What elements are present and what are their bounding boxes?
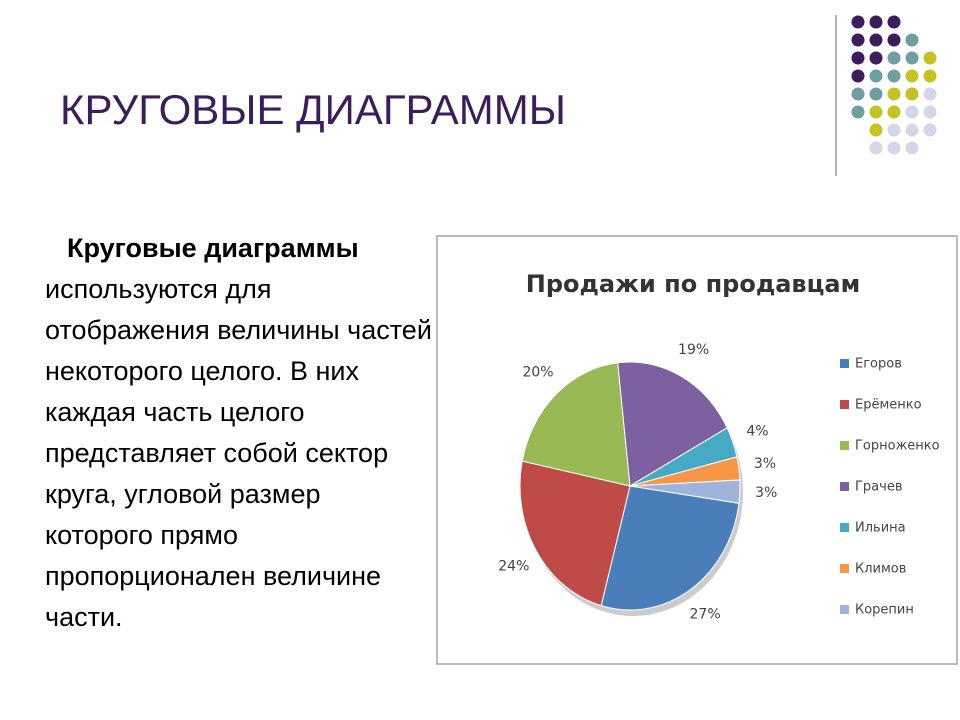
decor-dot bbox=[887, 123, 901, 137]
decor-dot bbox=[851, 15, 865, 29]
legend-label: Корепин bbox=[855, 603, 914, 618]
legend-swatch bbox=[840, 359, 849, 368]
legend-label: Ильина bbox=[855, 521, 906, 536]
body-bold: Круговые диаграммы bbox=[67, 233, 359, 263]
slice-label: 3% bbox=[754, 456, 776, 472]
decor-dot bbox=[851, 105, 865, 119]
decor-dot bbox=[887, 105, 901, 119]
decor-dot bbox=[923, 123, 937, 137]
decor-dot bbox=[851, 69, 865, 83]
pie-slice bbox=[617, 361, 728, 487]
decor-dot bbox=[905, 33, 919, 47]
decor-dot bbox=[887, 51, 901, 65]
decor-dot bbox=[905, 69, 919, 83]
decor-dot bbox=[923, 69, 937, 83]
decor-dot bbox=[869, 33, 883, 47]
legend-swatch bbox=[840, 400, 849, 409]
decor-dot bbox=[887, 15, 901, 29]
slide-body: Круговые диаграммы используются для отоб… bbox=[45, 228, 435, 638]
decor-dot bbox=[905, 51, 919, 65]
legend-swatch bbox=[840, 564, 849, 573]
legend-swatch bbox=[840, 482, 849, 491]
pie-slice bbox=[521, 362, 631, 487]
decor-dot bbox=[869, 123, 883, 137]
slice-label: 19% bbox=[678, 342, 709, 358]
slide-title: КРУГОВЫЕ ДИАГРАММЫ bbox=[60, 86, 566, 133]
legend-label: Егоров bbox=[855, 357, 902, 372]
decor-dot bbox=[923, 87, 937, 101]
decor-dot bbox=[851, 87, 865, 101]
legend-label: Ерёменко bbox=[855, 398, 922, 413]
decor-dot bbox=[905, 87, 919, 101]
decor-dot bbox=[905, 123, 919, 137]
decor-dot bbox=[869, 141, 883, 155]
pie-slice bbox=[629, 479, 741, 504]
body-text: используются для отображения величины ча… bbox=[45, 274, 432, 632]
decor-dot bbox=[887, 87, 901, 101]
decor-dot bbox=[923, 105, 937, 119]
legend-label: Грачев bbox=[855, 480, 903, 495]
slice-label: 27% bbox=[690, 606, 721, 622]
legend-swatch bbox=[840, 605, 849, 614]
legend-label: Климов bbox=[855, 562, 906, 577]
decor-dot bbox=[869, 87, 883, 101]
decor-dot bbox=[887, 141, 901, 155]
decor-dot bbox=[851, 33, 865, 47]
slice-label: 20% bbox=[522, 364, 553, 380]
pie-slice bbox=[600, 485, 740, 611]
slice-label: 24% bbox=[498, 559, 529, 575]
slice-label: 4% bbox=[746, 423, 768, 439]
slice-label: 3% bbox=[755, 485, 777, 501]
chart-title: Продажи по продавцам bbox=[526, 270, 860, 298]
decor-dot bbox=[869, 105, 883, 119]
pie-slice bbox=[519, 460, 631, 607]
decor-dot bbox=[887, 33, 901, 47]
legend-label: Горноженко bbox=[855, 439, 940, 454]
decor-dot bbox=[923, 51, 937, 65]
decor-dot bbox=[905, 105, 919, 119]
decor-dot bbox=[905, 141, 919, 155]
decor-dot bbox=[887, 69, 901, 83]
decor-dot bbox=[869, 15, 883, 29]
legend-swatch bbox=[840, 523, 849, 532]
decor-dot bbox=[869, 51, 883, 65]
decor-dot bbox=[851, 51, 865, 65]
decor-dot bbox=[869, 69, 883, 83]
legend-swatch bbox=[840, 441, 849, 450]
